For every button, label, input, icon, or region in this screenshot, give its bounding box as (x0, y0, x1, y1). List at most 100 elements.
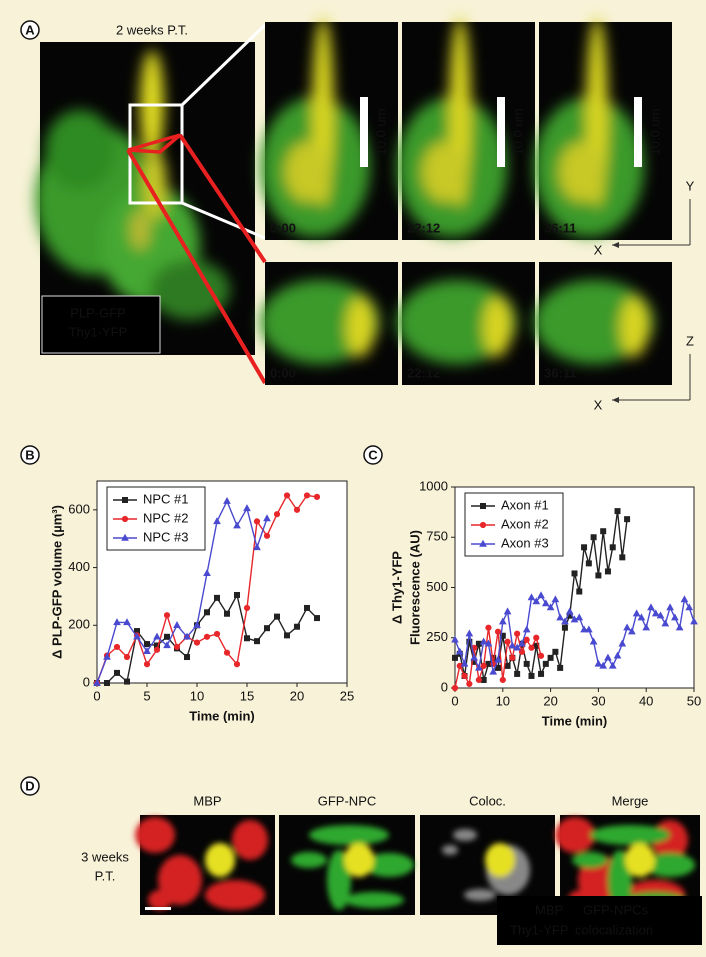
data-point (690, 617, 698, 625)
data-point (619, 554, 626, 561)
scale-label: 10.0 um (373, 109, 388, 156)
signal (346, 297, 374, 357)
signal (344, 843, 374, 877)
scale-bar (360, 97, 368, 167)
legend-label: Axon #2 (501, 516, 549, 531)
data-point (455, 647, 464, 655)
data-point (243, 504, 251, 512)
data-point (624, 516, 631, 523)
data-point (494, 655, 502, 663)
data-point (618, 639, 627, 647)
data-point (590, 534, 597, 541)
axis-arrow (612, 397, 619, 403)
data-point (104, 680, 110, 686)
data-point (183, 632, 191, 640)
legend-text: PLP-GFP (70, 305, 126, 320)
data-point (533, 634, 540, 641)
data-point (551, 595, 560, 603)
signal (205, 880, 265, 910)
signal (45, 110, 115, 190)
micrograph-signal (397, 280, 517, 364)
data-point (283, 492, 291, 499)
data-point (451, 684, 459, 692)
data-point (121, 515, 129, 523)
data-point (546, 603, 555, 611)
data-point (173, 621, 181, 628)
data-point (565, 607, 574, 615)
signal (309, 825, 389, 845)
x-axis-title: Time (min) (542, 713, 608, 728)
data-point (561, 617, 569, 625)
data-point (224, 610, 230, 617)
legend-label: NPC #2 (143, 510, 189, 525)
data-point (123, 653, 131, 661)
timestamp: 22:12 (407, 365, 440, 380)
timestamp: 22:12 (407, 220, 440, 235)
data-point (153, 646, 161, 653)
data-point (480, 503, 486, 509)
legend-label: Axon #3 (501, 535, 549, 550)
axis-glyph-label: Y (686, 178, 695, 193)
timestamp: 36:11 (544, 365, 577, 380)
data-point (571, 570, 578, 577)
timestamp: 0:00 (270, 220, 296, 235)
data-point (233, 661, 241, 668)
legend-text: MBP (535, 902, 563, 917)
data-point (263, 514, 271, 522)
data-point (489, 667, 498, 675)
data-point (513, 643, 521, 651)
signal (422, 142, 466, 202)
signal (559, 142, 603, 202)
condition-label: P.T. (95, 868, 116, 883)
data-point (651, 609, 660, 617)
data-point (537, 652, 545, 659)
data-point (599, 661, 608, 669)
data-point (685, 603, 694, 611)
data-point (466, 638, 473, 645)
data-point (575, 613, 584, 621)
x-tick-label: 0 (451, 693, 458, 708)
data-point (203, 633, 211, 640)
x-axis-title: Time (min) (189, 708, 255, 723)
y-tick-label: 750 (426, 529, 448, 544)
data-point (303, 492, 311, 499)
signal (130, 210, 150, 250)
data-point (570, 615, 579, 623)
y-tick-label: 600 (68, 501, 90, 516)
data-point (470, 653, 478, 661)
scale-bar (634, 97, 642, 167)
data-point (213, 630, 221, 638)
data-point (666, 603, 674, 611)
signal (232, 820, 268, 860)
condition-label: 3 weeks (81, 849, 129, 864)
data-point (504, 662, 511, 669)
data-point (103, 652, 111, 660)
signal (442, 845, 458, 855)
data-point (304, 604, 310, 611)
scale-bar (145, 907, 171, 910)
signal (483, 297, 511, 357)
data-point (479, 539, 487, 547)
content: A B C D 2 weeks P.T. PLP-GFP Thy1-YFP 10.0 um 0:… (20, 17, 702, 945)
micrograph-signal (534, 17, 644, 237)
data-point (475, 663, 483, 671)
data-point (254, 638, 260, 645)
micrograph-signal (260, 280, 380, 364)
data-point (613, 651, 622, 659)
scale-bar (497, 97, 505, 167)
data-point (313, 493, 321, 500)
legend-text: GFP-NPCs (583, 902, 649, 917)
data-point (184, 654, 190, 661)
data-point (541, 599, 550, 607)
legend-label: Axon #1 (501, 497, 549, 512)
y-tick-label: 200 (68, 617, 90, 632)
y-tick-label: 250 (426, 629, 448, 644)
panel-label: A (25, 22, 35, 37)
data-point (164, 633, 170, 640)
data-point (263, 532, 271, 539)
data-point (537, 591, 545, 599)
data-point (595, 572, 602, 579)
signal (344, 892, 404, 908)
y-tick-label: 0 (441, 679, 448, 694)
